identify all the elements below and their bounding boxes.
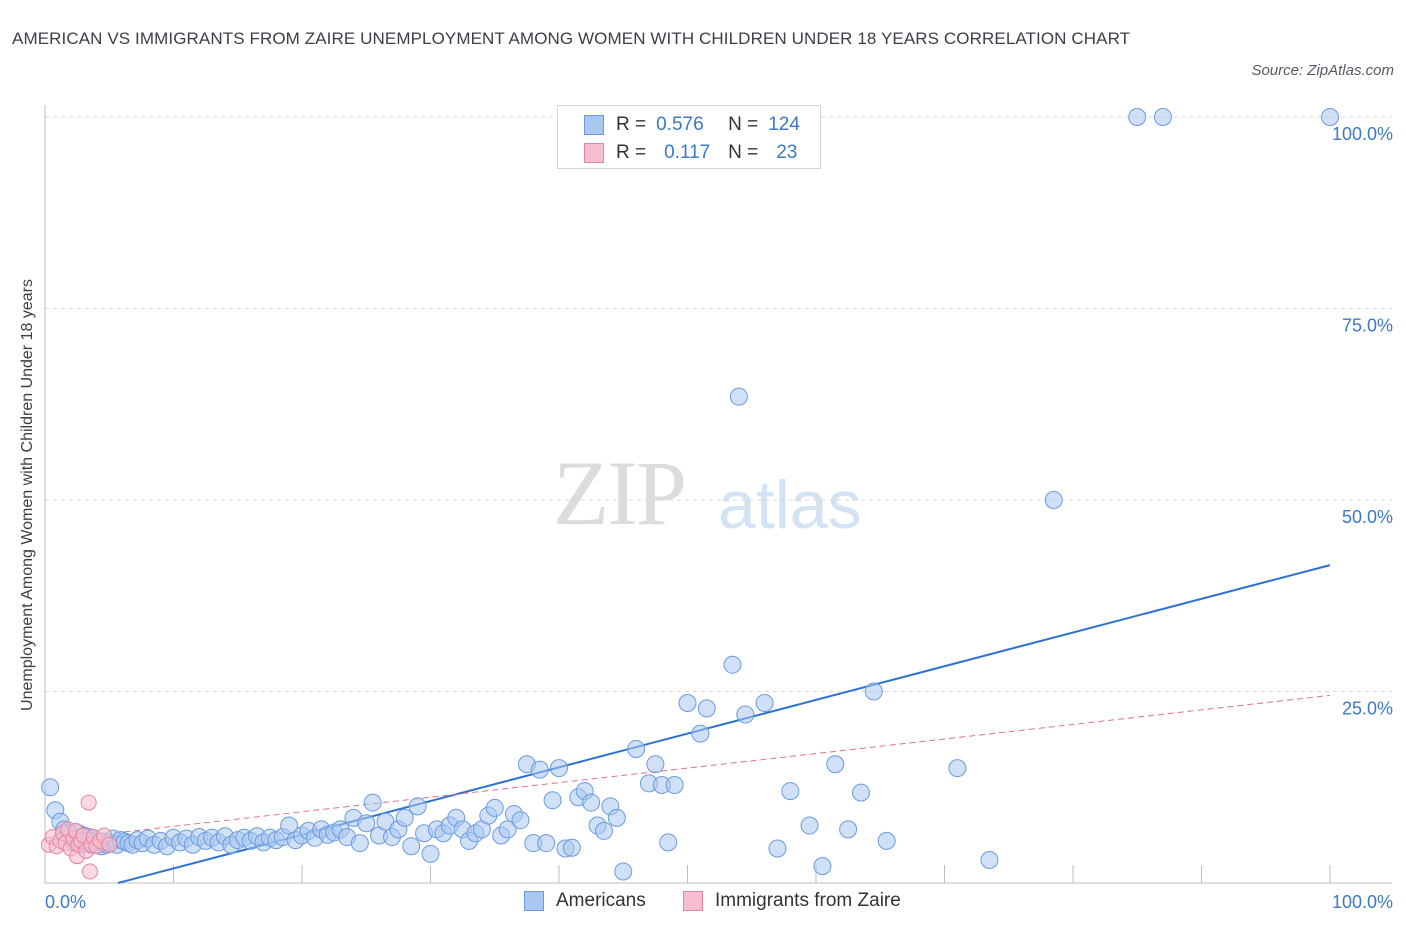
americans-point <box>864 682 883 701</box>
americans-point <box>768 839 787 858</box>
americans-point <box>1128 108 1147 126</box>
americans-point <box>659 833 678 852</box>
y-tick-label: 100.0% <box>1332 124 1393 144</box>
americans-point <box>550 759 568 778</box>
americans-point <box>1044 491 1063 509</box>
americans-point <box>421 844 440 863</box>
americans-point <box>877 831 896 850</box>
legend-r-value: 0.117 <box>664 142 711 163</box>
americans-point <box>755 693 774 712</box>
zaire-swatch <box>683 891 703 911</box>
americans-point <box>980 851 999 870</box>
zaire-point <box>80 794 97 811</box>
americans-point <box>562 838 581 857</box>
watermark-zip: ZIP <box>553 442 687 544</box>
bottom-legend-zaire: Immigrants from Zaire <box>683 890 901 912</box>
source-label: Source: ZipAtlas.com <box>1251 62 1394 79</box>
americans-point <box>511 811 530 830</box>
americans-point <box>839 820 858 839</box>
americans-swatch <box>524 891 544 911</box>
americans-point <box>851 783 870 802</box>
zaire-point <box>101 836 118 853</box>
legend-r-value: 0.576 <box>656 114 704 135</box>
americans-point <box>646 755 665 774</box>
americans-point <box>485 798 504 817</box>
americans-point <box>41 778 60 797</box>
americans-point <box>781 782 800 801</box>
americans-point <box>582 793 601 812</box>
americans-point <box>736 705 755 724</box>
americans-point <box>498 820 517 839</box>
americans-point <box>627 739 646 758</box>
americans-point <box>594 821 613 840</box>
y-tick-label: 50.0% <box>1342 507 1393 527</box>
americans-point <box>665 775 684 794</box>
americans-point <box>402 837 421 856</box>
americans-point <box>697 699 716 718</box>
americans-point <box>1321 108 1339 126</box>
americans-point <box>614 862 633 881</box>
americans-point <box>691 724 710 743</box>
americans-point <box>607 808 626 827</box>
americans-point <box>395 808 414 827</box>
americans-point <box>723 655 742 674</box>
americans-point <box>678 693 697 712</box>
americans-point <box>408 797 427 816</box>
bottom-legend-label: Immigrants from Zaire <box>715 890 901 911</box>
bottom-legend-label: Americans <box>556 890 646 911</box>
americans-point <box>530 760 549 779</box>
legend-n-value: 23 <box>776 142 798 163</box>
legend-r-label: R = <box>616 114 647 135</box>
legend-r-label: R = <box>616 142 647 163</box>
correlation-legend: R = 0.576 N = 124 R = 0.117 N = 23 <box>557 105 821 169</box>
y-tick-label: 25.0% <box>1342 699 1393 719</box>
zaire-point <box>81 863 98 880</box>
americans-point <box>363 793 382 812</box>
zaire-trend-line <box>44 694 1331 842</box>
americans-point <box>800 816 819 835</box>
americans-point <box>729 387 748 406</box>
americans-point <box>543 791 562 810</box>
x-tick-label: 0.0% <box>45 892 86 912</box>
americans-swatch <box>584 115 604 135</box>
americans-point <box>537 834 556 853</box>
americans-point <box>826 755 845 774</box>
legend-n-label: N = <box>728 142 759 163</box>
legend-row-zaire: R = 0.117 N = 23 <box>584 141 797 165</box>
legend-row-americans: R = 0.576 N = 124 <box>584 113 800 137</box>
americans-point <box>357 814 376 833</box>
chart-title: AMERICAN VS IMMIGRANTS FROM ZAIRE UNEMPL… <box>12 29 1131 48</box>
x-tick-label: 100.0% <box>1332 892 1393 912</box>
zaire-swatch <box>584 143 604 163</box>
watermark-atlas: atlas <box>718 467 862 543</box>
americans-point <box>350 834 369 853</box>
americans-point <box>1153 108 1172 126</box>
bottom-legend-americans: Americans <box>524 890 646 912</box>
americans-point <box>813 857 832 876</box>
legend-n-value: 124 <box>768 114 800 135</box>
americans-point <box>948 759 967 778</box>
y-tick-label: 75.0% <box>1342 316 1393 336</box>
legend-n-label: N = <box>728 114 759 135</box>
